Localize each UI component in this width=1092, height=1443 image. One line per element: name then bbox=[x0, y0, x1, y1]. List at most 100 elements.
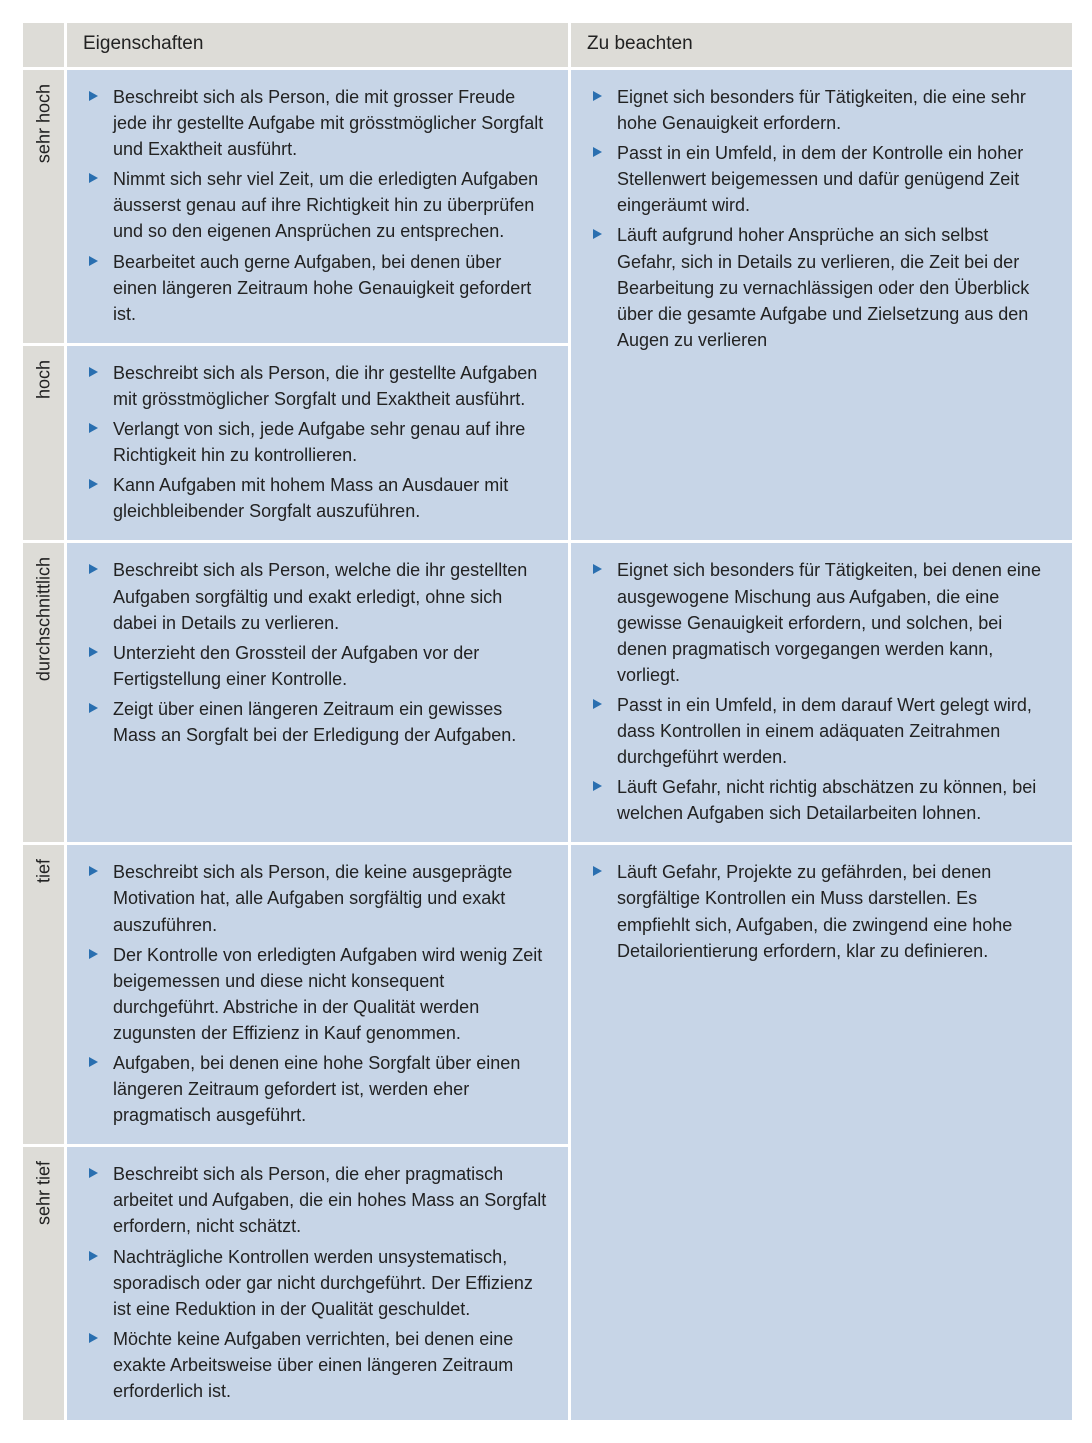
triangle-icon bbox=[89, 949, 98, 959]
bullet-text: Verlangt von sich, jede Aufgabe sehr gen… bbox=[113, 419, 525, 465]
row-sehr-hoch: sehr hoch Beschreibt sich als Person, di… bbox=[22, 69, 1074, 345]
bullet-text: Läuft Gefahr, Projekte zu gefährden, bei… bbox=[617, 862, 1012, 960]
list-item: Kann Aufgaben mit hohem Mass an Ausdauer… bbox=[87, 472, 548, 524]
triangle-icon bbox=[89, 1333, 98, 1343]
bullets-sehr-hoch-hoch-zb: Eignet sich besonders für Tätigkeiten, d… bbox=[591, 84, 1052, 353]
triangle-icon bbox=[89, 91, 98, 101]
assessment-table: Eigenschaften Zu beachten sehr hoch Besc… bbox=[20, 20, 1075, 1423]
row-label-hoch: hoch bbox=[22, 344, 66, 542]
header-row: Eigenschaften Zu beachten bbox=[22, 22, 1074, 69]
row-label-text: sehr hoch bbox=[33, 84, 54, 163]
row-label-text: sehr tief bbox=[33, 1161, 54, 1225]
list-item: Beschreibt sich als Person, welche die i… bbox=[87, 557, 548, 635]
bullet-text: Unterzieht den Grossteil der Aufgaben vo… bbox=[113, 643, 479, 689]
bullet-text: Möchte keine Aufgaben verrichten, bei de… bbox=[113, 1329, 513, 1401]
header-eigenschaften: Eigenschaften bbox=[66, 22, 570, 69]
triangle-icon bbox=[89, 703, 98, 713]
triangle-icon bbox=[593, 91, 602, 101]
triangle-icon bbox=[89, 1168, 98, 1178]
list-item: Aufgaben, bei denen eine hohe Sorgfalt ü… bbox=[87, 1050, 548, 1128]
list-item: Unterzieht den Grossteil der Aufgaben vo… bbox=[87, 640, 548, 692]
triangle-icon bbox=[89, 1057, 98, 1067]
triangle-icon bbox=[89, 647, 98, 657]
bullet-text: Eignet sich besonders für Tätigkeiten, b… bbox=[617, 560, 1041, 684]
triangle-icon bbox=[593, 781, 602, 791]
bullet-text: Beschreibt sich als Person, welche die i… bbox=[113, 560, 527, 632]
bullet-text: Passt in ein Umfeld, in dem darauf Wert … bbox=[617, 695, 1032, 767]
bullets-hoch-eig: Beschreibt sich als Person, die ihr gest… bbox=[87, 360, 548, 525]
cell-tief-sehr-tief-zu-beachten: Läuft Gefahr, Projekte zu gefährden, bei… bbox=[570, 844, 1074, 1422]
triangle-icon bbox=[89, 256, 98, 266]
bullet-text: Eignet sich besonders für Tätigkeiten, d… bbox=[617, 87, 1026, 133]
list-item: Beschreibt sich als Person, die mit gros… bbox=[87, 84, 548, 162]
list-item: Zeigt über einen längeren Zeitraum ein g… bbox=[87, 696, 548, 748]
list-item: Beschreibt sich als Person, die keine au… bbox=[87, 859, 548, 937]
list-item: Nimmt sich sehr viel Zeit, um die erledi… bbox=[87, 166, 548, 244]
bullet-text: Bearbeitet auch gerne Aufgaben, bei dene… bbox=[113, 252, 531, 324]
cell-hoch-eigenschaften: Beschreibt sich als Person, die ihr gest… bbox=[66, 344, 570, 542]
triangle-icon bbox=[89, 866, 98, 876]
triangle-icon bbox=[593, 229, 602, 239]
list-item: Eignet sich besonders für Tätigkeiten, d… bbox=[591, 84, 1052, 136]
row-label-tief: tief bbox=[22, 844, 66, 1146]
row-tief: tief Beschreibt sich als Person, die kei… bbox=[22, 844, 1074, 1146]
bullets-tief-eig: Beschreibt sich als Person, die keine au… bbox=[87, 859, 548, 1128]
triangle-icon bbox=[89, 1251, 98, 1261]
triangle-icon bbox=[89, 479, 98, 489]
triangle-icon bbox=[89, 367, 98, 377]
list-item: Läuft Gefahr, Projekte zu gefährden, bei… bbox=[591, 859, 1052, 963]
bullet-text: Läuft Gefahr, nicht richtig abschätzen z… bbox=[617, 777, 1036, 823]
bullet-text: Beschreibt sich als Person, die eher pra… bbox=[113, 1164, 546, 1236]
triangle-icon bbox=[89, 564, 98, 574]
cell-durch-zu-beachten: Eignet sich besonders für Tätigkeiten, b… bbox=[570, 542, 1074, 844]
cell-sehr-hoch-eigenschaften: Beschreibt sich als Person, die mit gros… bbox=[66, 69, 570, 345]
row-durchschnittlich: durchschnittlich Beschreibt sich als Per… bbox=[22, 542, 1074, 844]
triangle-icon bbox=[89, 423, 98, 433]
bullets-durch-eig: Beschreibt sich als Person, welche die i… bbox=[87, 557, 548, 748]
bullets-durch-zb: Eignet sich besonders für Tätigkeiten, b… bbox=[591, 557, 1052, 826]
triangle-icon bbox=[593, 564, 602, 574]
cell-tief-eigenschaften: Beschreibt sich als Person, die keine au… bbox=[66, 844, 570, 1146]
row-label-text: durchschnittlich bbox=[33, 557, 54, 681]
bullet-text: Beschreibt sich als Person, die mit gros… bbox=[113, 87, 543, 159]
triangle-icon bbox=[593, 866, 602, 876]
list-item: Passt in ein Umfeld, in dem darauf Wert … bbox=[591, 692, 1052, 770]
row-label-sehr-tief: sehr tief bbox=[22, 1146, 66, 1422]
list-item: Der Kontrolle von erledigten Aufgaben wi… bbox=[87, 942, 548, 1046]
bullet-text: Aufgaben, bei denen eine hohe Sorgfalt ü… bbox=[113, 1053, 520, 1125]
bullet-text: Passt in ein Umfeld, in dem der Kontroll… bbox=[617, 143, 1023, 215]
row-label-text: tief bbox=[33, 859, 54, 883]
bullet-text: Zeigt über einen längeren Zeitraum ein g… bbox=[113, 699, 516, 745]
list-item: Nachträgliche Kontrollen werden unsystem… bbox=[87, 1244, 548, 1322]
list-item: Läuft aufgrund hoher Ansprüche an sich s… bbox=[591, 222, 1052, 352]
bullet-text: Der Kontrolle von erledigten Aufgaben wi… bbox=[113, 945, 542, 1043]
row-label-sehr-hoch: sehr hoch bbox=[22, 69, 66, 345]
list-item: Bearbeitet auch gerne Aufgaben, bei dene… bbox=[87, 249, 548, 327]
list-item: Möchte keine Aufgaben verrichten, bei de… bbox=[87, 1326, 548, 1404]
list-item: Eignet sich besonders für Tätigkeiten, b… bbox=[591, 557, 1052, 687]
cell-sehr-tief-eigenschaften: Beschreibt sich als Person, die eher pra… bbox=[66, 1146, 570, 1422]
assessment-table-wrap: Eigenschaften Zu beachten sehr hoch Besc… bbox=[20, 20, 1072, 1423]
list-item: Beschreibt sich als Person, die ihr gest… bbox=[87, 360, 548, 412]
header-blank bbox=[22, 22, 66, 69]
list-item: Passt in ein Umfeld, in dem der Kontroll… bbox=[591, 140, 1052, 218]
triangle-icon bbox=[593, 699, 602, 709]
list-item: Verlangt von sich, jede Aufgabe sehr gen… bbox=[87, 416, 548, 468]
bullets-sehr-tief-eig: Beschreibt sich als Person, die eher pra… bbox=[87, 1161, 548, 1404]
bullets-tief-sehr-tief-zb: Läuft Gefahr, Projekte zu gefährden, bei… bbox=[591, 859, 1052, 963]
bullet-text: Kann Aufgaben mit hohem Mass an Ausdauer… bbox=[113, 475, 508, 521]
cell-sehr-hoch-hoch-zu-beachten: Eignet sich besonders für Tätigkeiten, d… bbox=[570, 69, 1074, 542]
header-zu-beachten: Zu beachten bbox=[570, 22, 1074, 69]
row-label-text: hoch bbox=[33, 360, 54, 399]
row-label-durchschnittlich: durchschnittlich bbox=[22, 542, 66, 844]
triangle-icon bbox=[89, 173, 98, 183]
bullet-text: Nimmt sich sehr viel Zeit, um die erledi… bbox=[113, 169, 538, 241]
list-item: Beschreibt sich als Person, die eher pra… bbox=[87, 1161, 548, 1239]
bullet-text: Nachträgliche Kontrollen werden unsystem… bbox=[113, 1247, 533, 1319]
bullet-text: Läuft aufgrund hoher Ansprüche an sich s… bbox=[617, 225, 1029, 349]
bullets-sehr-hoch-eig: Beschreibt sich als Person, die mit gros… bbox=[87, 84, 548, 327]
bullet-text: Beschreibt sich als Person, die ihr gest… bbox=[113, 363, 537, 409]
cell-durch-eigenschaften: Beschreibt sich als Person, welche die i… bbox=[66, 542, 570, 844]
triangle-icon bbox=[593, 147, 602, 157]
bullet-text: Beschreibt sich als Person, die keine au… bbox=[113, 862, 512, 934]
